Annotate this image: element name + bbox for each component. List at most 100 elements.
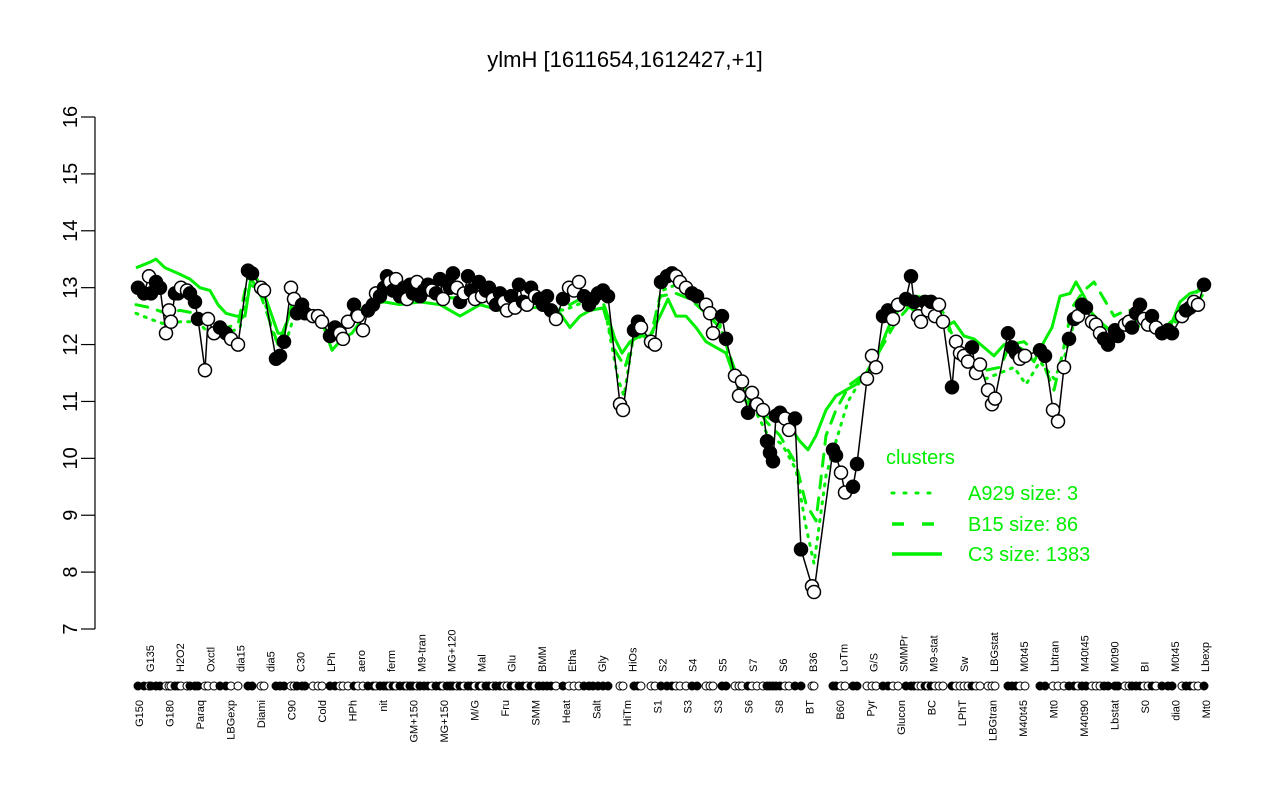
data-point	[633, 320, 649, 335]
x-label-bottom: Cold	[317, 700, 329, 723]
data-point	[849, 456, 865, 472]
sample-marker	[1167, 681, 1177, 691]
data-point	[200, 311, 216, 327]
data-point	[187, 294, 203, 310]
x-label-bottom: BC	[927, 700, 939, 715]
y-tick-label: 7	[60, 623, 82, 634]
x-label-top: S7	[748, 659, 760, 672]
data-point	[1190, 297, 1206, 312]
x-label-top: Oxctl	[205, 647, 217, 672]
x-label-top: aero	[356, 650, 368, 672]
data-point	[1124, 320, 1140, 335]
legend-label-a929: A929 size: 3	[968, 483, 1078, 505]
x-label-top: M0t90	[1110, 641, 1122, 672]
x-label-top: M40t45	[1079, 635, 1091, 672]
x-label-top: B36	[808, 652, 820, 672]
x-label-top: LBGstat	[989, 632, 1001, 672]
x-label-top: ferm	[386, 650, 398, 672]
cluster-line-dotted	[134, 283, 1206, 566]
data-point	[765, 453, 781, 469]
x-label-top: Mal	[477, 654, 489, 672]
data-point	[314, 314, 330, 330]
sample-marker	[938, 681, 948, 691]
sample-marker	[636, 681, 646, 691]
x-label-bottom: LPhT	[957, 700, 969, 727]
data-point	[731, 388, 747, 404]
sample-marker	[708, 681, 718, 691]
data-point	[197, 362, 213, 378]
x-label-top: BMM	[537, 646, 549, 672]
y-axis: 7 8 9 10 11 12 13 14 15 16	[60, 106, 96, 635]
data-point	[555, 291, 571, 307]
x-label-bottom: M40t90	[1079, 700, 1091, 737]
sample-marker	[233, 681, 243, 691]
data-point	[781, 422, 797, 438]
data-point	[931, 297, 947, 312]
data-point	[272, 348, 288, 364]
data-point	[806, 584, 822, 600]
data-point	[828, 448, 844, 463]
chart-title: ylmH [1611654,1612427,+1]	[487, 47, 762, 72]
y-tick-label: 15	[60, 163, 82, 185]
x-label-bottom: S6	[744, 700, 756, 713]
data-point	[256, 283, 272, 298]
x-label-top: M9-stat	[929, 635, 941, 672]
x-label-bottom: B60	[835, 700, 847, 720]
legend-entry-a929: A929 size: 3	[890, 483, 1078, 505]
sample-marker	[1020, 681, 1030, 691]
data-point	[755, 402, 771, 418]
x-label-top: S6	[778, 659, 790, 672]
x-label-bottom: GM+150	[408, 700, 420, 743]
y-tick-label: 8	[60, 567, 82, 578]
legend-label-b15: B15 size: 86	[968, 514, 1078, 536]
data-point	[903, 269, 919, 284]
x-label-bottom: C90	[286, 700, 298, 720]
x-label-bottom: BT	[805, 700, 817, 714]
x-label-bottom: Fru	[500, 700, 512, 717]
x-label-bottom: MG+150	[439, 700, 451, 743]
x-label-top: dia5	[266, 651, 278, 672]
x-label-top: G/S	[868, 653, 880, 672]
x-label-bottom: Paraq	[195, 700, 207, 729]
data-point	[885, 311, 901, 327]
data-point	[1017, 348, 1033, 364]
x-label-bottom: Salt	[591, 700, 603, 719]
x-label-top: Lbtran	[1049, 641, 1061, 672]
x-label-bottom: Mt0	[1049, 700, 1061, 718]
x-label-bottom: M/G	[469, 700, 481, 721]
x-label-bottom: G180	[164, 700, 176, 727]
x-label-top: MG+120	[446, 630, 458, 673]
sample-marker	[259, 681, 269, 691]
x-label-top: Lbexp	[1200, 642, 1212, 672]
x-label-bottom: S0	[1140, 700, 1152, 713]
sample-marker	[990, 681, 1000, 691]
data-point	[460, 269, 476, 284]
x-label-bottom: S3	[713, 700, 725, 713]
data-point	[1078, 300, 1094, 315]
x-axis-labels-bottom: G150 G180 Paraq LBGexp Diami C90 Cold HPh nit GM+…	[134, 700, 1213, 743]
x-label-bottom: Lbstat	[1110, 700, 1122, 730]
observed-series	[130, 263, 1212, 600]
sample-marker	[1199, 681, 1209, 691]
data-point	[1132, 297, 1148, 312]
data-point	[1000, 325, 1016, 341]
data-point	[714, 308, 730, 324]
sample-marker	[852, 681, 862, 691]
x-label-top: Sw	[959, 657, 971, 672]
x-label-bottom: nit	[378, 700, 390, 712]
data-point	[787, 411, 803, 426]
data-point	[615, 402, 631, 418]
sample-marker	[247, 681, 257, 691]
data-point	[793, 542, 809, 557]
sample-marker	[1040, 681, 1050, 691]
x-label-bottom: Mt0	[1201, 700, 1213, 718]
x-label-top: HiOs	[627, 647, 639, 672]
y-tick-label: 10	[60, 447, 82, 469]
x-label-top: LoTm	[838, 644, 850, 672]
data-point	[230, 337, 246, 352]
x-axis-sample-markers	[133, 681, 1209, 691]
x-label-bottom: LBGtran	[988, 700, 1000, 741]
legend-entry-c3: C3 size: 1383	[892, 544, 1090, 566]
y-tick-label: 11	[60, 391, 82, 412]
